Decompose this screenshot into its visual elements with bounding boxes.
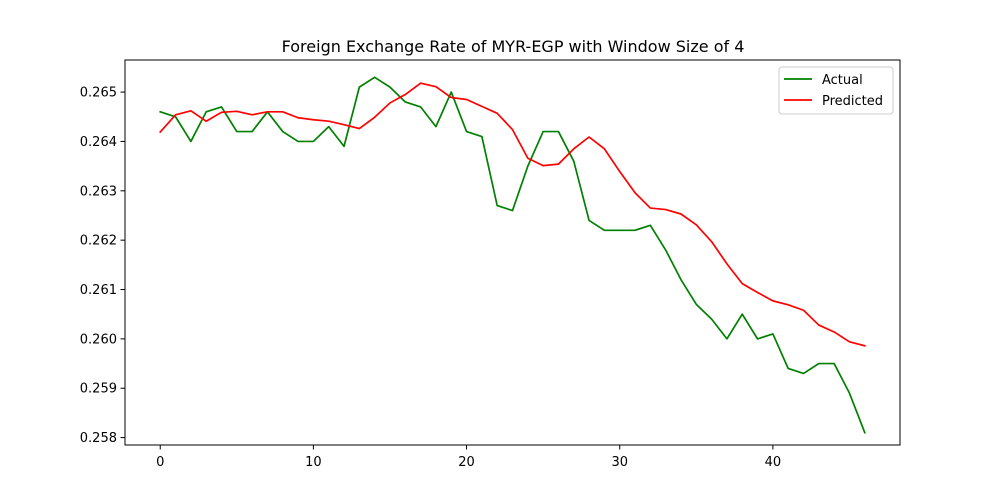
y-tick-label: 0.265 <box>80 86 117 101</box>
y-tick-label: 0.258 <box>80 431 117 446</box>
x-tick-label: 40 <box>765 455 782 470</box>
plot-border <box>124 59 901 446</box>
series-layer <box>159 76 866 434</box>
chart-title: Foreign Exchange Rate of MYR-EGP with Wi… <box>282 37 745 56</box>
x-tick-label: 0 <box>156 455 164 470</box>
x-tick-label: 30 <box>611 455 628 470</box>
plot-frame <box>124 59 901 446</box>
y-tick-label: 0.264 <box>80 135 117 150</box>
x-tick-label: 10 <box>305 455 322 470</box>
axes: 0 10 20 30 40 0.258 0.259 0.260 0.261 0.262 0.263 0… <box>80 86 781 470</box>
legend: Actual Predicted <box>778 66 894 115</box>
y-tick-label: 0.262 <box>80 234 117 249</box>
series-line-actual <box>159 76 866 434</box>
series-line-predicted <box>159 82 866 347</box>
y-tick-label: 0.263 <box>80 184 117 199</box>
legend-label-actual: Actual <box>822 73 863 88</box>
legend-label-predicted: Predicted <box>822 94 883 109</box>
y-tick-label: 0.261 <box>80 283 117 298</box>
y-tick-label: 0.260 <box>80 332 117 347</box>
y-tick-label: 0.259 <box>80 382 117 397</box>
x-tick-label: 20 <box>458 455 475 470</box>
